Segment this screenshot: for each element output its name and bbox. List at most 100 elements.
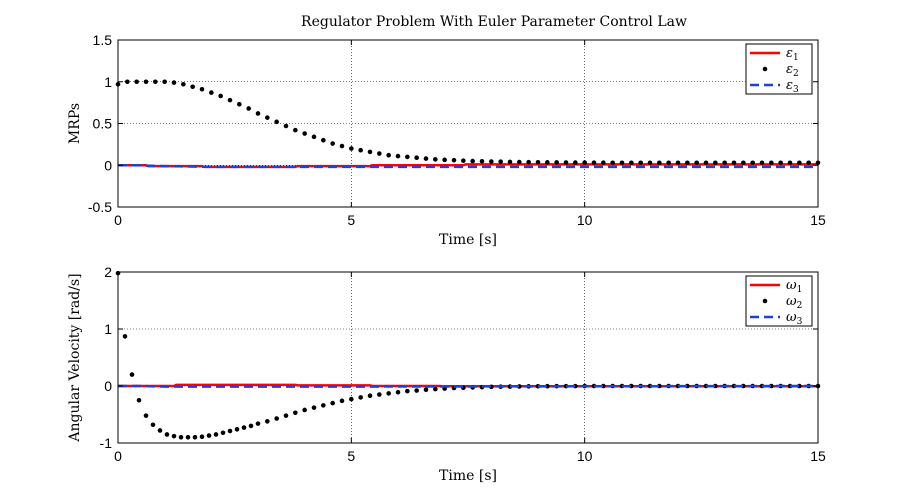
- data-point: [162, 79, 167, 85]
- data-point: [255, 421, 261, 426]
- data-point: [647, 160, 653, 166]
- data-point: [171, 80, 177, 85]
- x-tick-label: 5: [347, 212, 355, 228]
- data-point: [610, 160, 615, 166]
- legend-label: ω1: [786, 278, 802, 295]
- data-point: [153, 79, 158, 85]
- y-tick-label: -0.5: [88, 199, 112, 215]
- data-point: [517, 159, 522, 165]
- data-point: [150, 422, 156, 428]
- data-point: [797, 160, 802, 166]
- data-point: [451, 157, 457, 163]
- data-point: [377, 151, 382, 156]
- series-line: [118, 164, 818, 169]
- legend-marker: [762, 66, 768, 72]
- data-point: [227, 97, 233, 103]
- series-ε2: [115, 79, 821, 166]
- data-point: [619, 160, 625, 166]
- legend-label: ω3: [786, 310, 803, 327]
- data-point: [192, 435, 198, 440]
- x-tick-label: 5: [347, 448, 355, 464]
- y-tick-label: 0: [104, 378, 112, 394]
- data-point: [321, 403, 326, 408]
- legend-entry: ω3: [750, 310, 803, 327]
- data-point: [507, 159, 513, 165]
- data-point: [573, 160, 578, 165]
- legend-entry: ω2: [762, 294, 802, 311]
- data-point: [423, 387, 429, 393]
- data-point: [554, 160, 559, 165]
- data-point: [227, 428, 233, 434]
- data-point: [685, 160, 690, 166]
- data-point: [722, 160, 727, 166]
- data-point: [638, 160, 643, 166]
- data-point: [274, 416, 279, 421]
- y-axis-label: Angular Velocity [rad/s]: [67, 273, 83, 442]
- data-point: [330, 400, 335, 406]
- data-point: [349, 396, 354, 402]
- data-point: [526, 159, 531, 165]
- x-tick-label: 0: [114, 212, 122, 228]
- axes-box: [117, 271, 819, 444]
- data-point: [657, 160, 662, 166]
- x-tick-label: 10: [577, 212, 593, 228]
- legend-label: ε2: [786, 62, 799, 79]
- data-point: [255, 111, 261, 116]
- data-point: [302, 131, 307, 136]
- data-point: [157, 428, 163, 433]
- data-point: [164, 432, 170, 437]
- data-point: [358, 395, 363, 400]
- data-point: [241, 425, 247, 430]
- data-point: [703, 160, 709, 166]
- data-point: [237, 101, 242, 107]
- data-point: [741, 160, 746, 166]
- data-point: [293, 410, 298, 416]
- x-tick-label: 15: [810, 448, 826, 464]
- data-point: [125, 79, 130, 85]
- data-point: [283, 413, 289, 418]
- data-point: [190, 84, 195, 90]
- y-tick-label: 2: [104, 264, 112, 280]
- legend-entry: ω1: [750, 278, 802, 295]
- data-point: [218, 93, 223, 99]
- data-point: [395, 153, 401, 159]
- data-point: [248, 423, 254, 429]
- data-point: [367, 149, 373, 155]
- data-point: [750, 160, 755, 166]
- data-point: [136, 397, 142, 403]
- data-point: [293, 127, 298, 133]
- data-point: [545, 160, 550, 165]
- data-point: [433, 157, 438, 162]
- legend-entry: ε1: [750, 46, 799, 63]
- legend-entry: ε3: [750, 78, 799, 95]
- series-ε3: [118, 164, 818, 169]
- data-point: [274, 119, 279, 125]
- data-point: [405, 154, 410, 160]
- data-point: [713, 160, 718, 166]
- x-axis-label: Time [s]: [439, 468, 497, 484]
- data-point: [787, 160, 793, 166]
- data-point: [591, 160, 597, 165]
- x-tick-label: 10: [577, 448, 593, 464]
- legend-label: ε1: [786, 46, 799, 63]
- data-point: [806, 160, 811, 166]
- y-tick-label: 1.5: [93, 32, 113, 48]
- y-axis-label: MRPs: [67, 103, 83, 144]
- data-point: [778, 160, 783, 166]
- data-point: [143, 413, 149, 418]
- data-point: [199, 434, 205, 440]
- data-point: [433, 386, 438, 392]
- y-tick-label: 0.5: [93, 116, 113, 132]
- data-point: [213, 432, 219, 437]
- data-point: [283, 123, 289, 129]
- data-point: [386, 152, 391, 158]
- data-point: [311, 405, 317, 410]
- legend-marker: [762, 298, 768, 304]
- data-point: [185, 435, 191, 440]
- data-point: [498, 159, 503, 164]
- x-tick-label: 0: [114, 448, 122, 464]
- data-point: [563, 160, 569, 165]
